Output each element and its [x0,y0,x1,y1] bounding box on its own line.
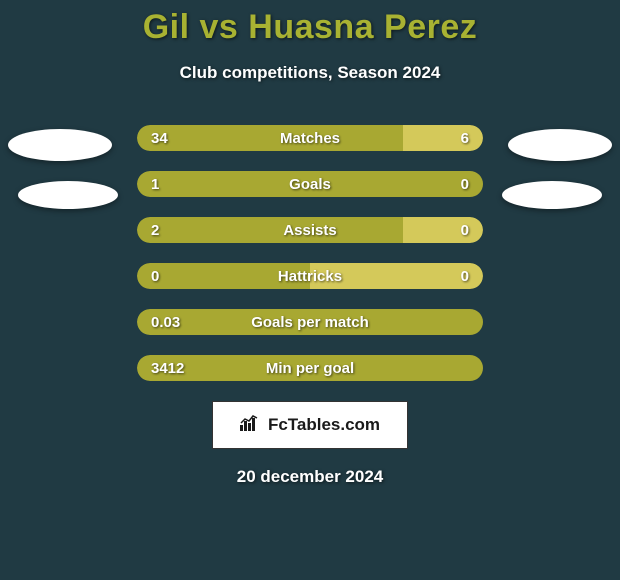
stat-value-left: 34 [151,130,168,147]
player-left-badge-1 [8,129,112,161]
subtitle: Club competitions, Season 2024 [0,63,620,83]
stat-row: 2Assists0 [137,217,483,243]
stat-value-left: 0 [151,268,159,285]
stat-value-right: 0 [461,268,469,285]
stat-value-right: 0 [461,222,469,239]
stat-text-layer: 2Assists0 [137,217,483,243]
brand-text: FcTables.com [268,415,380,435]
stats-area: 34Matches61Goals02Assists00Hattricks00.0… [0,125,620,381]
stat-row: 0.03Goals per match [137,309,483,335]
player-right-badge-2 [502,181,602,209]
stat-label: Min per goal [137,360,483,377]
stat-value-right: 0 [461,176,469,193]
stat-row: 0Hattricks0 [137,263,483,289]
stat-row: 34Matches6 [137,125,483,151]
player-right-badge-1 [508,129,612,161]
stat-value-left: 2 [151,222,159,239]
comparison-card: Gil vs Huasna Perez Club competitions, S… [0,0,620,487]
stat-value-left: 0.03 [151,314,180,331]
chart-icon [240,415,262,435]
stat-rows: 34Matches61Goals02Assists00Hattricks00.0… [137,125,483,381]
stat-row: 1Goals0 [137,171,483,197]
stat-text-layer: 1Goals0 [137,171,483,197]
stat-label: Matches [137,130,483,147]
stat-label: Goals per match [137,314,483,331]
brand-badge: FcTables.com [212,401,408,449]
stat-text-layer: 34Matches6 [137,125,483,151]
stat-text-layer: 0.03Goals per match [137,309,483,335]
stat-text-layer: 3412Min per goal [137,355,483,381]
stat-label: Assists [137,222,483,239]
stat-row: 3412Min per goal [137,355,483,381]
stat-label: Goals [137,176,483,193]
stat-value-left: 3412 [151,360,184,377]
page-title: Gil vs Huasna Perez [0,8,620,47]
stat-value-left: 1 [151,176,159,193]
stat-value-right: 6 [461,130,469,147]
player-left-badge-2 [18,181,118,209]
stat-text-layer: 0Hattricks0 [137,263,483,289]
footer-date: 20 december 2024 [0,467,620,487]
stat-label: Hattricks [137,268,483,285]
